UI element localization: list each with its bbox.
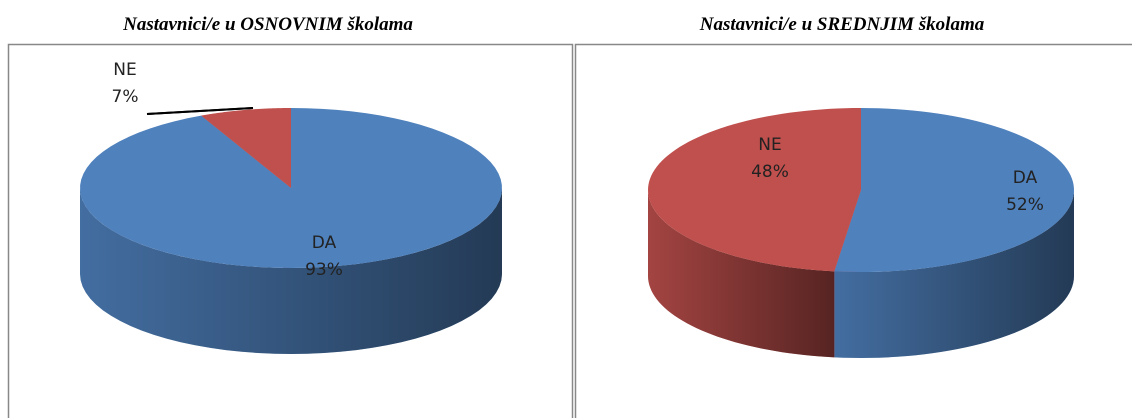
slice <box>648 108 861 272</box>
slice-value-label: 7% <box>112 87 139 107</box>
chart-title: Nastavnici/e u OSNOVNIM školama <box>122 14 413 35</box>
slice-label: NE <box>758 135 781 155</box>
slice <box>80 108 502 268</box>
slice-side-shade <box>80 188 502 354</box>
chart-title: Nastavnici/e u SREDNJIM školama <box>699 14 985 35</box>
slice-value-label: 52% <box>1006 195 1044 215</box>
slice-side-shade <box>834 190 1074 358</box>
slice-value-label: 48% <box>751 162 789 182</box>
slice-label: NE <box>113 60 136 80</box>
slice <box>834 108 1074 272</box>
slice-label: DA <box>1013 168 1038 188</box>
slice-label: DA <box>312 233 337 253</box>
slice <box>201 108 291 188</box>
chart-frame <box>7 43 574 418</box>
leader-line <box>146 107 254 115</box>
slice-value-label: 93% <box>305 260 343 280</box>
chart-frame <box>574 43 1132 418</box>
slice-side-shade <box>648 190 835 358</box>
